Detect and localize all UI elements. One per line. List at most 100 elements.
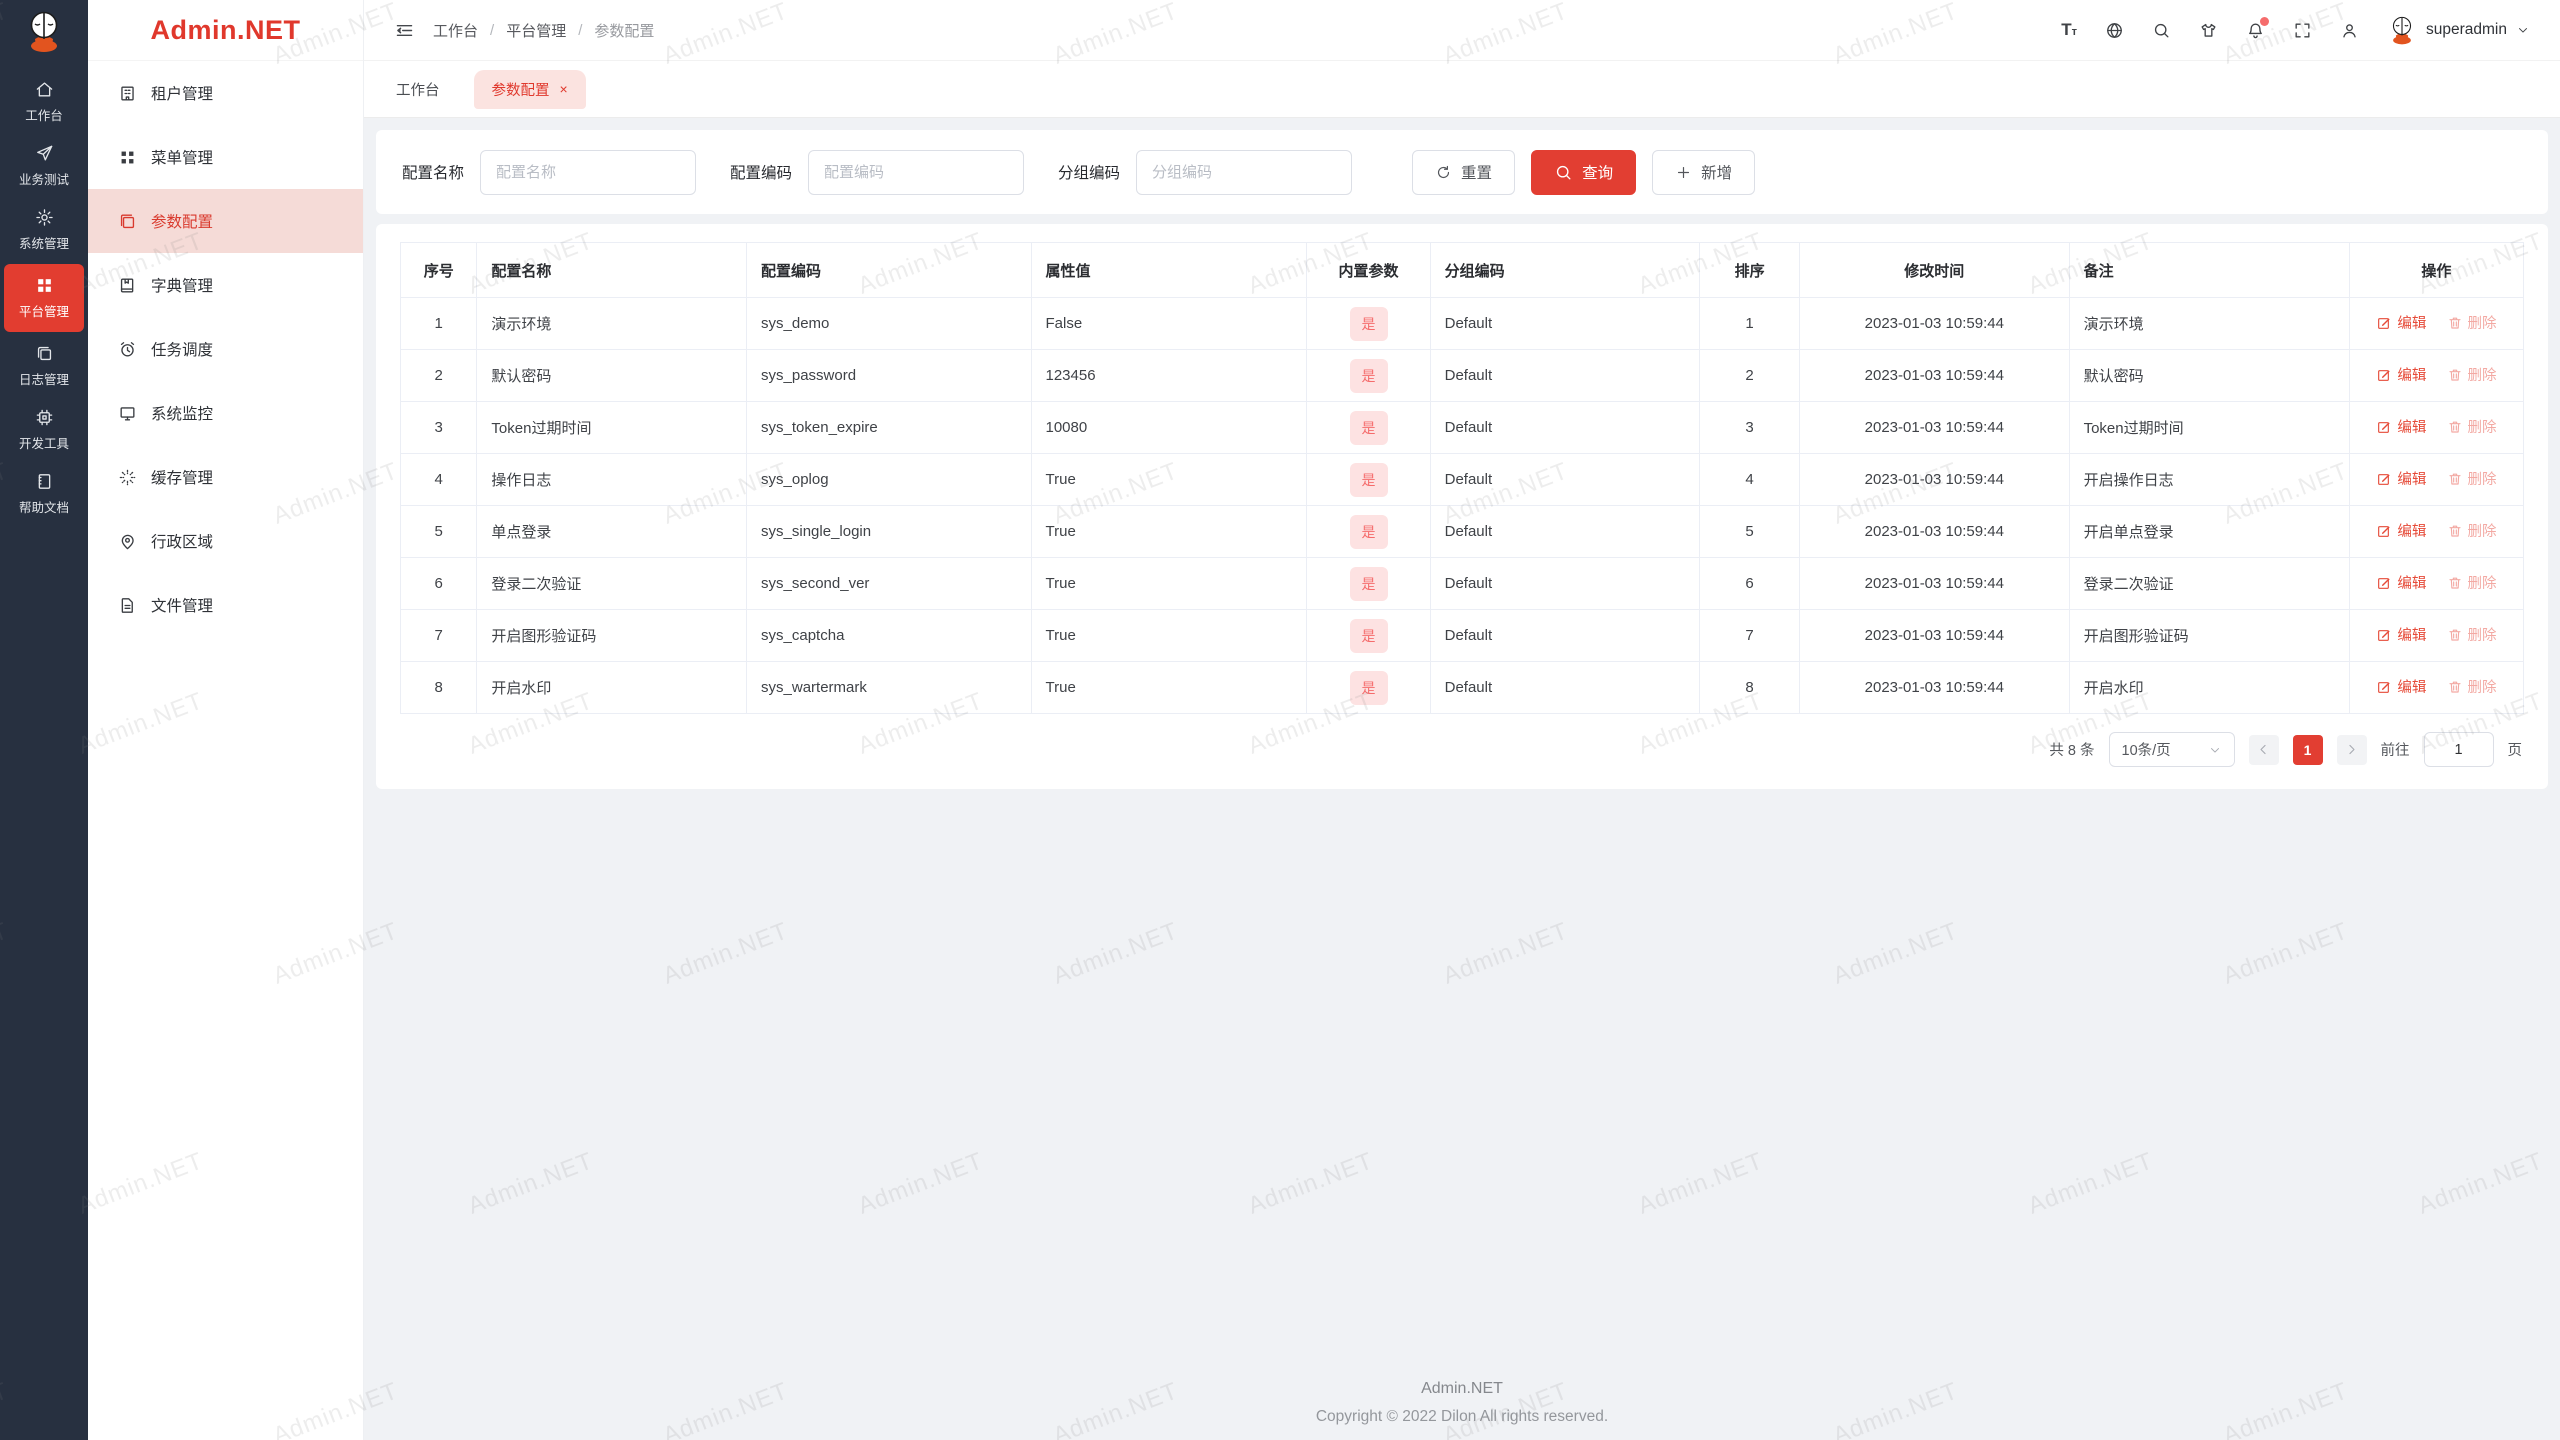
close-tab-icon[interactable]: × xyxy=(559,81,568,97)
rail-item-系统管理[interactable]: 系统管理 xyxy=(4,200,84,260)
language-icon[interactable] xyxy=(2105,21,2124,40)
chevron-down-icon xyxy=(2516,23,2530,37)
breadcrumb-separator: / xyxy=(490,21,495,39)
rail-item-工作台[interactable]: 工作台 xyxy=(4,72,84,132)
cell-group-code: Default xyxy=(1429,557,1701,610)
delete-button[interactable]: 删除 xyxy=(2447,676,2497,697)
builtin-badge: 是 xyxy=(1349,358,1388,393)
sidebar-item-文件管理[interactable]: 文件管理 xyxy=(88,573,363,637)
cell-remark: 开启操作日志 xyxy=(2068,453,2350,506)
chevron-left-icon xyxy=(2256,742,2271,757)
cell-modified-time: 2023-01-03 10:59:44 xyxy=(1798,401,2070,454)
search-icon[interactable] xyxy=(2152,21,2171,40)
delete-button[interactable]: 删除 xyxy=(2447,416,2497,437)
sidebar-item-任务调度[interactable]: 任务调度 xyxy=(88,317,363,381)
sidebar-item-缓存管理[interactable]: 缓存管理 xyxy=(88,445,363,509)
page-footer: Admin.NET Copyright © 2022 Dilon All rig… xyxy=(364,1380,2560,1426)
sidebar-item-参数配置[interactable]: 参数配置 xyxy=(88,189,363,253)
search-icon xyxy=(1554,163,1573,182)
edit-button[interactable]: 编辑 xyxy=(2376,468,2426,489)
config-name-input[interactable] xyxy=(480,149,697,195)
rail-item-平台管理[interactable]: 平台管理 xyxy=(4,264,84,332)
trash-icon xyxy=(2447,367,2463,383)
tab-param-config[interactable]: 参数配置 × xyxy=(473,69,586,109)
delete-button[interactable]: 删除 xyxy=(2447,312,2497,333)
goto-page-input[interactable] xyxy=(2423,732,2494,767)
edit-button[interactable]: 编辑 xyxy=(2376,624,2426,645)
tab-label: 参数配置 xyxy=(491,82,550,99)
footer-copyright: Copyright © 2022 Dilon All rights reserv… xyxy=(1315,1408,1609,1425)
breadcrumb-item[interactable]: 工作台 xyxy=(433,22,479,40)
sidebar-item-行政区域[interactable]: 行政区域 xyxy=(88,509,363,573)
alarm-icon xyxy=(118,340,137,359)
delete-button[interactable]: 删除 xyxy=(2447,520,2497,541)
sidebar-item-菜单管理[interactable]: 菜单管理 xyxy=(88,125,363,189)
rail-item-日志管理[interactable]: 日志管理 xyxy=(4,336,84,396)
sidebar-item-字典管理[interactable]: 字典管理 xyxy=(88,253,363,317)
sidebar-item-系统监控[interactable]: 系统监控 xyxy=(88,381,363,445)
edit-button[interactable]: 编辑 xyxy=(2376,572,2426,593)
pagination: 共 8 条 10条/页 1 前往 页 xyxy=(400,714,2524,775)
user-icon[interactable] xyxy=(2340,21,2359,40)
delete-button[interactable]: 删除 xyxy=(2447,364,2497,385)
next-page-button[interactable] xyxy=(2336,734,2367,765)
sidebar-logo-text[interactable]: Admin.NET xyxy=(88,0,363,61)
delete-button[interactable]: 删除 xyxy=(2447,468,2497,489)
cell-no: 4 xyxy=(399,453,478,506)
cell-value: True xyxy=(1030,505,1308,558)
collapse-sidebar-icon[interactable] xyxy=(394,20,415,41)
cell-config-code: sys_token_expire xyxy=(746,401,1032,454)
cell-builtin: 是 xyxy=(1306,505,1431,558)
cell-config-code: sys_wartermark xyxy=(746,661,1032,714)
prev-page-button[interactable] xyxy=(2248,734,2279,765)
page-size-select[interactable]: 10条/页 xyxy=(2108,732,2235,767)
rail-item-业务测试[interactable]: 业务测试 xyxy=(4,136,84,196)
theme-skin-icon[interactable] xyxy=(2199,21,2218,40)
cell-no: 8 xyxy=(399,661,478,714)
rail-item-帮助文档[interactable]: 帮助文档 xyxy=(4,464,84,524)
reset-button[interactable]: 重置 xyxy=(1412,149,1516,195)
edit-button[interactable]: 编辑 xyxy=(2376,312,2426,333)
module-sidebar: Admin.NET 租户管理 菜单管理 参数配置 字典管理 任务调度 系统监控 … xyxy=(88,0,364,1440)
notifications-bell-icon[interactable] xyxy=(2246,16,2269,40)
user-menu[interactable]: superadmin xyxy=(2387,15,2530,45)
config-code-input[interactable] xyxy=(808,149,1025,195)
cell-no: 6 xyxy=(399,557,478,610)
cell-config-name: 开启图形验证码 xyxy=(476,609,748,662)
edit-button[interactable]: 编辑 xyxy=(2376,416,2426,437)
add-button[interactable]: 新增 xyxy=(1652,149,1756,195)
col-value: 属性值 xyxy=(1030,242,1308,298)
loading-icon xyxy=(118,468,137,487)
tab-workbench[interactable]: 工作台 xyxy=(396,82,440,99)
cell-modified-time: 2023-01-03 10:59:44 xyxy=(1798,609,2070,662)
search-form-card: 配置名称 配置编码 分组编码 重置 查询 xyxy=(376,130,2548,214)
fullscreen-icon[interactable] xyxy=(2293,21,2312,40)
edit-icon xyxy=(2376,367,2392,383)
header-actions: Tт superadmin xyxy=(2061,15,2530,45)
edit-button[interactable]: 编辑 xyxy=(2376,364,2426,385)
delete-button[interactable]: 删除 xyxy=(2447,572,2497,593)
delete-button[interactable]: 删除 xyxy=(2447,624,2497,645)
table-header-row: 序号 配置名称 配置编码 属性值 内置参数 分组编码 排序 修改时间 备注 操作 xyxy=(399,242,2525,298)
cell-order: 1 xyxy=(1699,297,1800,350)
field-group-code: 分组编码 xyxy=(1058,149,1353,195)
breadcrumb-item-current: 参数配置 xyxy=(594,22,655,40)
app-logo[interactable] xyxy=(0,0,88,62)
sidebar-item-租户管理[interactable]: 租户管理 xyxy=(88,61,363,125)
group-code-input[interactable] xyxy=(1136,149,1353,195)
building-icon xyxy=(118,84,137,103)
breadcrumb-item[interactable]: 平台管理 xyxy=(506,22,567,40)
edit-button[interactable]: 编辑 xyxy=(2376,676,2426,697)
font-size-icon[interactable]: Tт xyxy=(2061,20,2077,39)
cell-group-code: Default xyxy=(1429,661,1701,714)
trash-icon xyxy=(2447,679,2463,695)
query-button[interactable]: 查询 xyxy=(1531,149,1637,195)
rail-item-开发工具[interactable]: 开发工具 xyxy=(4,400,84,460)
rail-item-label: 系统管理 xyxy=(18,237,69,251)
config-icon xyxy=(118,212,137,231)
table-row: 2 默认密码 sys_password 123456 是 Default 2 2… xyxy=(399,349,2525,402)
page-number-button[interactable]: 1 xyxy=(2292,734,2323,765)
rail-item-label: 日志管理 xyxy=(18,373,69,387)
edit-button[interactable]: 编辑 xyxy=(2376,520,2426,541)
cell-modified-time: 2023-01-03 10:59:44 xyxy=(1798,297,2070,350)
